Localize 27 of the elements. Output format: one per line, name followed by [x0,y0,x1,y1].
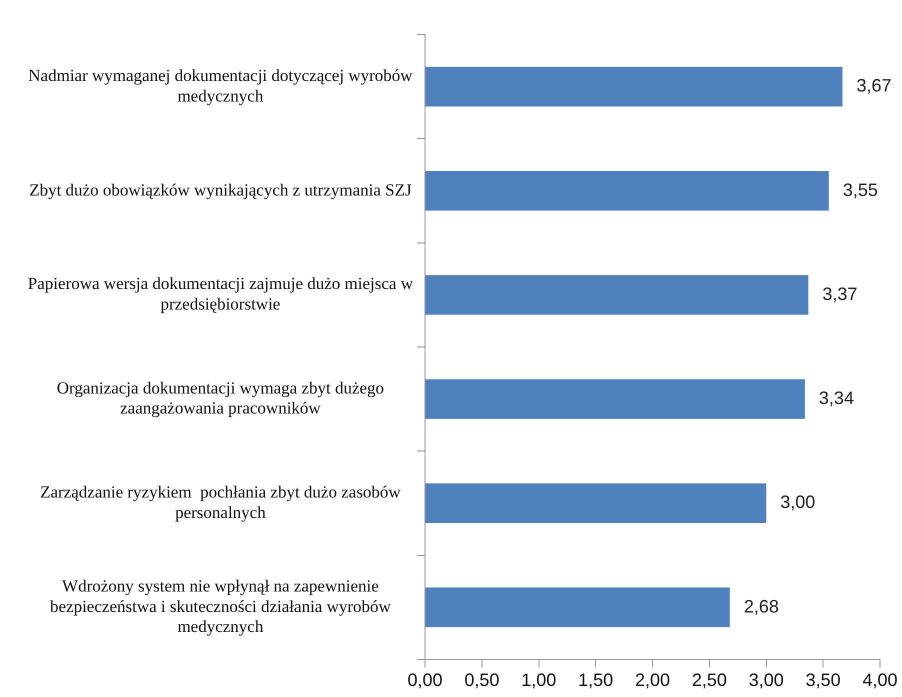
data-label: 2,68 [744,596,779,616]
x-tick-label: 1,00 [521,670,556,690]
x-tick-label: 3,00 [748,670,784,690]
x-tick-label: 2,50 [692,670,727,690]
x-tick-label: 4,00 [862,670,898,690]
x-tick-label: 1,50 [578,670,614,690]
data-label: 3,34 [818,388,854,408]
data-label: 3,55 [842,180,878,200]
data-label: 3,37 [822,284,858,304]
data-label: 3,00 [780,492,816,512]
y-tick-label: Zarządzanie ryzykiem pochłania zbyt dużo zasobów personalnych [40,482,402,522]
bar [426,588,730,628]
x-tick-label: 2,00 [634,670,670,690]
y-tick-label: Wdrożony system nie wpłynął na zapewnienie bezpieczeństwa i skuteczności działania wyrobów medycznych [50,576,392,636]
bar [426,483,766,523]
x-tick-label: 3,50 [806,670,841,690]
data-label: 3,67 [856,76,892,96]
bar [426,379,805,419]
y-tick-label: Papierowa wersja dokumentacji zajmuje dużo miejsca w przedsiębiorstwie [28,274,414,314]
bar [426,275,808,315]
y-tick-label: Nadmiar wymaganej dokumentacji dotyczącej wyrobów medycznych [28,66,414,106]
x-tick-label: 0,00 [407,670,443,690]
bar [426,171,829,211]
x-tick-label: 0,50 [464,670,500,690]
y-tick-label: Organizacja dokumentacji wymaga zbyt dużego zaangażowania pracowników [56,378,384,418]
bar [426,66,842,106]
y-tick-label: Zbyt dużo obowiązków wynikających z utrzymania SZJ [29,180,412,200]
